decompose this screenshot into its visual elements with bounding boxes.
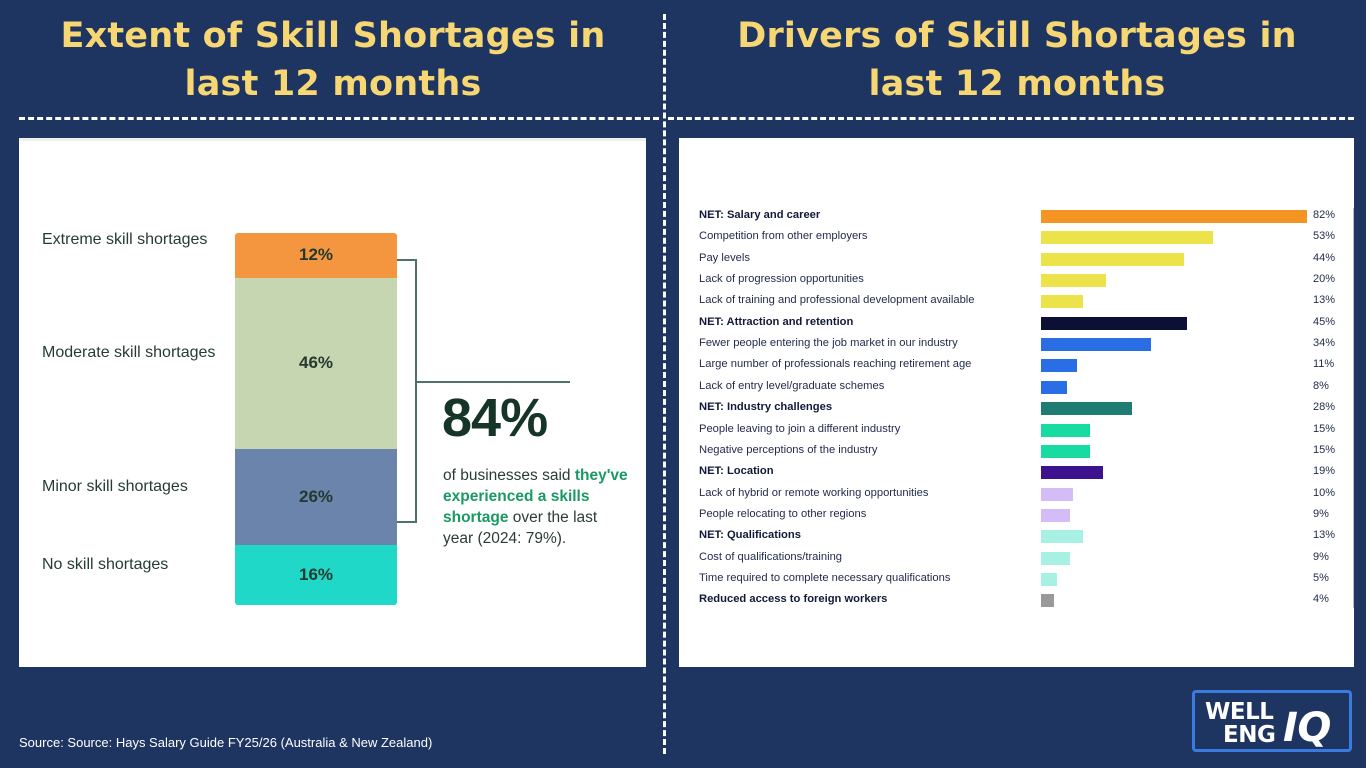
driver-value: 9%: [1313, 507, 1329, 520]
driver-bar: [1041, 508, 1071, 522]
right-panel-title: Drivers of Skill Shortages in last 12 mo…: [682, 12, 1352, 108]
headline-percentage: 84%: [442, 388, 548, 448]
driver-label: Lack of hybrid or remote working opportu…: [699, 486, 929, 499]
right-title-line-1: Drivers of Skill Shortages in: [737, 16, 1297, 56]
source-note: Source: Source: Hays Salary Guide FY25/2…: [19, 735, 433, 750]
logo-text-line-1: WELL: [1205, 699, 1274, 725]
driver-value: 53%: [1313, 230, 1336, 243]
description-text-end: over the last year (2024: 79%).: [443, 509, 598, 547]
logo-mark: IQ: [1283, 705, 1331, 751]
driver-label: People relocating to other regions: [699, 507, 867, 520]
driver-label: Large number of professionals reaching r…: [699, 358, 972, 371]
right-title-divider: [668, 117, 1354, 120]
driver-value: 15%: [1313, 443, 1336, 456]
driver-label: Cost of qualifications/training: [699, 550, 843, 563]
driver-value: 10%: [1313, 486, 1336, 499]
left-title-line-2: last 12 months: [184, 64, 482, 104]
driver-label: People leaving to join a different indus…: [699, 422, 901, 435]
left-title-line-1: Extent of Skill Shortages in: [60, 16, 606, 56]
driver-value: 8%: [1313, 379, 1329, 392]
stacked-segment: 46%: [235, 277, 397, 449]
bracket-line: [397, 259, 417, 523]
driver-label: NET: Attraction and retention: [699, 315, 854, 328]
wellengiq-logo: WELL ENG IQ: [1192, 690, 1352, 752]
driver-bar: [1041, 572, 1058, 586]
driver-label: NET: Location: [699, 465, 774, 478]
driver-value: 82%: [1313, 209, 1336, 221]
driver-label: NET: Salary and career: [699, 209, 821, 221]
driver-label: Lack of training and professional develo…: [699, 294, 975, 307]
driver-bar: [1041, 530, 1084, 544]
driver-label: NET: Qualifications: [699, 529, 801, 542]
driver-value: 44%: [1313, 251, 1336, 264]
driver-bar: [1041, 252, 1184, 266]
driver-bar: [1041, 210, 1307, 223]
driver-value: 15%: [1313, 422, 1336, 435]
driver-label: Reduced access to foreign workers: [699, 593, 888, 606]
stacked-segment: 12%: [235, 233, 397, 278]
driver-value: 4%: [1313, 593, 1329, 606]
driver-value: 19%: [1313, 465, 1336, 478]
stacked-segment: 26%: [235, 448, 397, 546]
driver-bar: [1041, 444, 1090, 458]
driver-label: Lack of progression opportunities: [699, 273, 864, 286]
driver-label: NET: Industry challenges: [699, 401, 833, 414]
driver-value: 11%: [1313, 358, 1335, 371]
segment-label: Extreme skill shortages: [42, 231, 208, 249]
driver-bar: [1041, 487, 1074, 501]
driver-value: 9%: [1313, 550, 1329, 563]
driver-bar: [1041, 295, 1084, 309]
driver-bar: [1041, 423, 1090, 437]
driver-label: Negative perceptions of the industry: [699, 443, 878, 456]
left-panel-title: Extent of Skill Shortages in last 12 mon…: [18, 12, 648, 108]
driver-label: Pay levels: [699, 251, 750, 264]
extent-chart-panel: Extreme skill shortages Moderate skill sh…: [19, 138, 646, 667]
driver-label: Competition from other employers: [699, 230, 868, 243]
driver-label: Fewer people entering the job market in …: [699, 337, 958, 350]
headline-description: of businesses said they've experienced a…: [443, 465, 628, 549]
right-title-line-2: last 12 months: [868, 64, 1166, 104]
driver-bar: [1041, 594, 1054, 608]
vertical-divider: [663, 14, 666, 754]
right-axis-edge: [1352, 208, 1354, 608]
driver-bar: [1041, 380, 1067, 394]
drivers-chart-panel: NET: Salary and career 82% Competition fro…: [679, 138, 1354, 667]
driver-label: Time required to complete necessary qual…: [699, 571, 951, 584]
segment-label: Moderate skill shortages: [42, 344, 216, 362]
driver-value: 34%: [1313, 337, 1336, 350]
logo-text-line-2: ENG: [1223, 722, 1276, 748]
segment-label: Minor skill shortages: [42, 478, 188, 496]
driver-label: Lack of entry level/graduate schemes: [699, 379, 885, 392]
driver-bar: [1041, 359, 1077, 373]
bracket-connector: [417, 381, 570, 383]
left-title-divider: [19, 117, 659, 120]
driver-value: 13%: [1313, 294, 1336, 307]
driver-value: 28%: [1313, 401, 1336, 414]
driver-bar: [1041, 551, 1071, 565]
description-text: of businesses said: [443, 467, 575, 484]
driver-bar: [1041, 274, 1106, 288]
description-highlight: they've experienced a skills shortage: [443, 467, 628, 526]
driver-bar: [1041, 466, 1103, 480]
driver-value: 13%: [1313, 529, 1336, 542]
driver-value: 5%: [1313, 571, 1329, 584]
driver-bar: [1041, 338, 1152, 352]
driver-bar: [1041, 316, 1187, 330]
driver-value: 20%: [1313, 273, 1336, 286]
driver-value: 45%: [1313, 315, 1336, 328]
stacked-segment: 16%: [235, 545, 397, 605]
driver-bar: [1041, 402, 1132, 416]
segment-label: No skill shortages: [42, 556, 169, 574]
driver-bar: [1041, 231, 1213, 245]
